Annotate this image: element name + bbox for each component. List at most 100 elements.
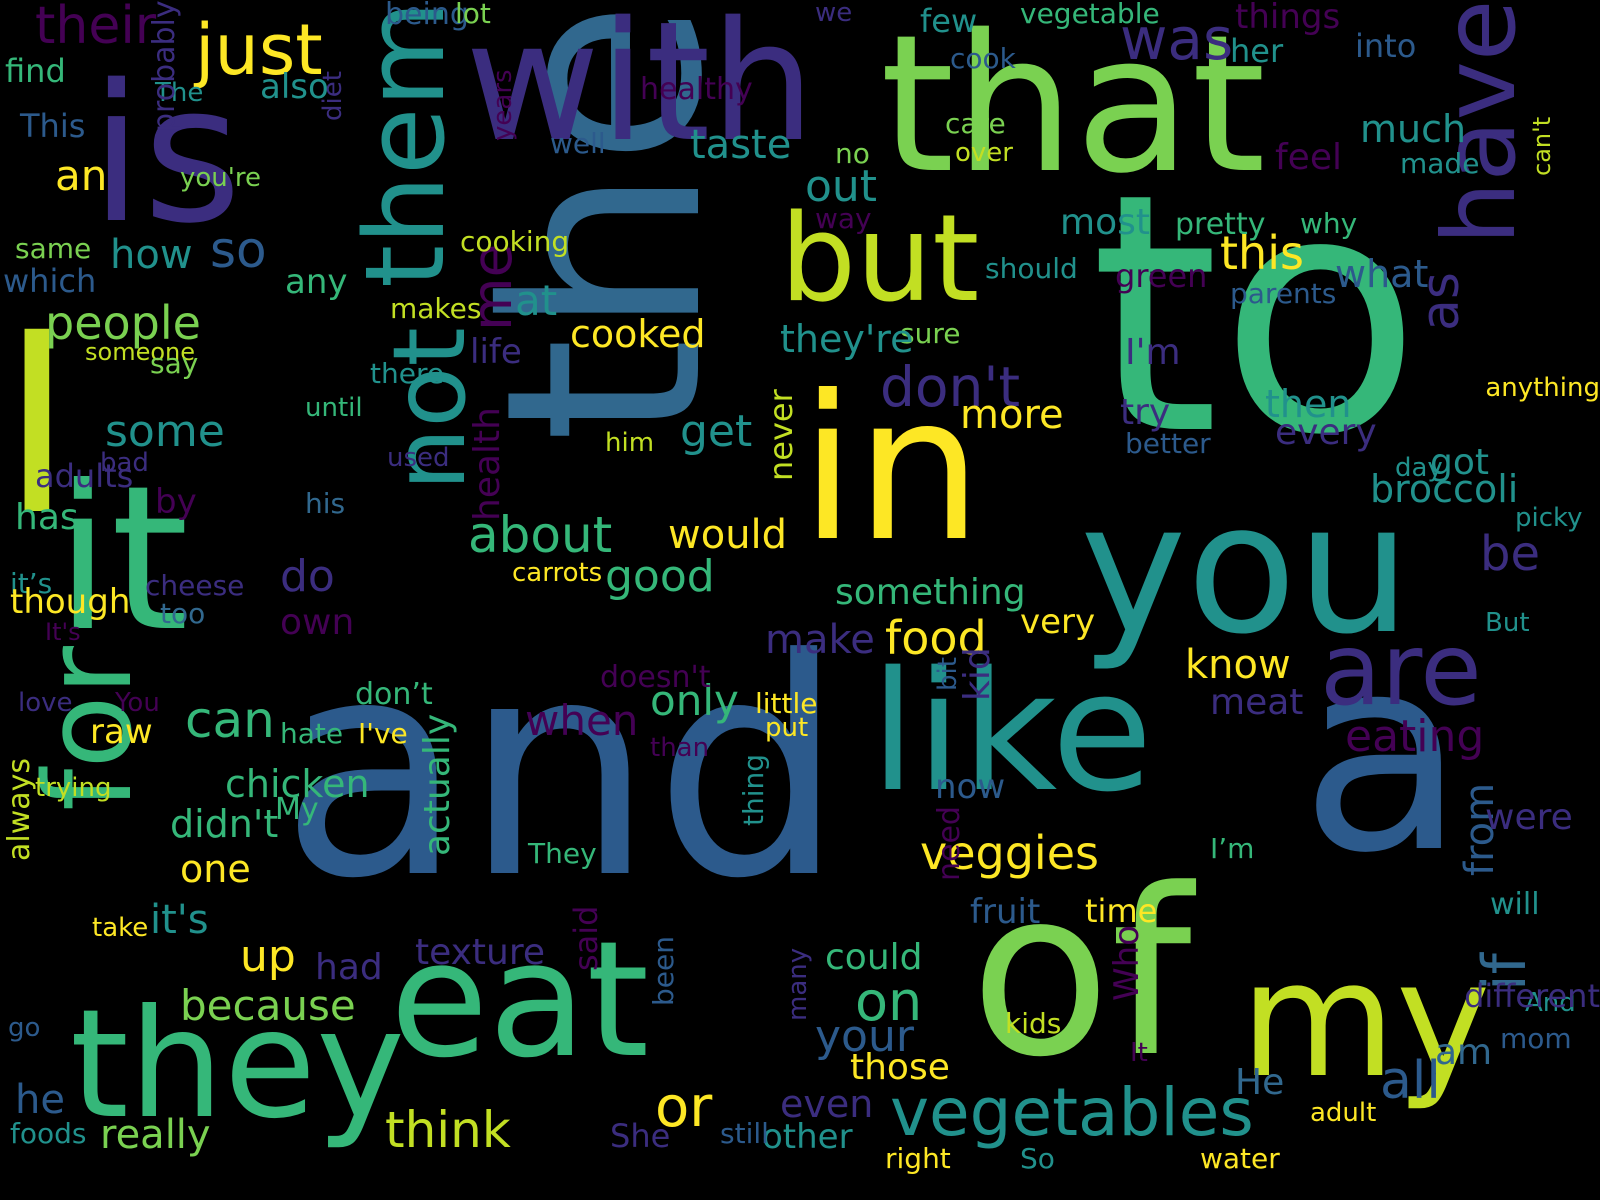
- word-parents-127: parents: [1230, 277, 1337, 310]
- word-your-62: your: [815, 1011, 914, 1062]
- word-anything-131: anything: [1485, 373, 1600, 403]
- word-find-102: find: [5, 52, 66, 90]
- word-someone-117: someone: [85, 338, 195, 366]
- word-about-30: about: [468, 506, 613, 564]
- word-i-2: I: [0, 279, 74, 570]
- word-than-156: than: [650, 733, 710, 763]
- word-many-182: many: [783, 947, 813, 1021]
- word-actually-85: actually: [417, 713, 458, 856]
- word-vegetables-25: vegetables: [890, 1074, 1254, 1151]
- word-don-t-195: don’t: [355, 677, 433, 712]
- word-them-17: them: [341, 0, 469, 288]
- word-well-111: well: [550, 127, 606, 160]
- word-any-81: any: [285, 262, 348, 302]
- word-chicken-160: chicken: [225, 762, 370, 806]
- word-trying-162: trying: [35, 773, 112, 803]
- word-him-136: him: [605, 428, 655, 458]
- word-cooking-120: cooking: [460, 225, 570, 258]
- word-just-22: just: [195, 9, 323, 91]
- word-their-24: their: [35, 0, 157, 56]
- word-he-186: He: [1235, 1062, 1285, 1103]
- word-like-13: like: [870, 636, 1153, 828]
- word-really-38: really: [100, 1112, 211, 1158]
- word-veggies-26: veggies: [920, 826, 1099, 880]
- word-you-11: you: [1080, 465, 1411, 674]
- word-meat-83: meat: [1210, 682, 1304, 723]
- word-other-77: other: [762, 1117, 853, 1157]
- word-also-73: also: [260, 67, 329, 107]
- word-his-142: his: [305, 487, 346, 520]
- word-which-116: which: [3, 262, 97, 300]
- word-they-164: They: [528, 837, 597, 870]
- word-very-74: very: [1020, 602, 1096, 642]
- word-with-8: with: [465, 0, 816, 178]
- word-then-69: then: [1265, 382, 1352, 426]
- word-don-t-28: don't: [880, 355, 1021, 419]
- word-lot-104: lot: [455, 0, 491, 30]
- word-put-153: put: [765, 713, 809, 743]
- word-is-6: is: [90, 44, 242, 265]
- word-i-ve-159: I've: [358, 717, 408, 750]
- word-or-36: or: [655, 1075, 713, 1140]
- word-day-172: day: [1395, 453, 1443, 483]
- word-too-146: too: [160, 597, 206, 630]
- word-that-5: that: [880, 0, 1266, 215]
- word-no-99: no: [835, 137, 870, 170]
- word-fruit-86: fruit: [970, 892, 1041, 932]
- word-texture-84: texture: [415, 932, 546, 973]
- word-on-32: on: [855, 970, 923, 1033]
- word-has-141: has: [15, 497, 79, 538]
- word-broccoli-71: broccoli: [1370, 467, 1519, 511]
- word-all-55: all: [1380, 1051, 1441, 1111]
- word-her-89: her: [1230, 32, 1284, 70]
- word-time-79: time: [1085, 892, 1158, 930]
- word-into-88: into: [1355, 27, 1417, 65]
- word-are-21: are: [1320, 611, 1482, 728]
- word-can-40: can: [185, 691, 275, 749]
- word-much-68: much: [1360, 107, 1467, 151]
- word-get-52: get: [680, 406, 753, 457]
- word-need-177: need: [932, 806, 967, 881]
- word-cheese-144: cheese: [145, 569, 245, 602]
- word-right-190: right: [885, 1142, 951, 1175]
- word-were-167: were: [1485, 797, 1573, 838]
- word-adults-139: adults: [35, 457, 134, 495]
- word-taste-42: taste: [690, 122, 792, 168]
- word-would-34: would: [668, 512, 788, 558]
- word-the-101: The: [155, 78, 204, 108]
- word-and-184: And: [1525, 988, 1576, 1018]
- word-take-169: take: [92, 913, 149, 943]
- word-doesn-t-151: doesn't: [600, 660, 711, 695]
- word-kid-155: kid: [957, 647, 998, 701]
- word-could-75: could: [825, 937, 923, 978]
- word-when-67: when: [525, 696, 639, 745]
- word-life-90: life: [470, 332, 522, 372]
- word-eat-12: eat: [390, 906, 650, 1093]
- word-mom-183: mom: [1500, 1022, 1572, 1055]
- word-they-15: they: [70, 978, 405, 1152]
- word-and-0: and: [280, 595, 845, 944]
- word-my-14: my: [1240, 926, 1491, 1113]
- word-who-179: Who: [1107, 925, 1147, 1001]
- word-can-t-130: can't: [1528, 116, 1556, 176]
- word-care-108: care: [945, 107, 1006, 140]
- word-will-96: will: [1490, 887, 1540, 922]
- word-out-48: out: [805, 161, 878, 212]
- word-made-110: made: [1400, 147, 1480, 180]
- word-now-166: now: [935, 767, 1006, 807]
- word-more-53: more: [960, 392, 1064, 438]
- word-cook-107: cook: [950, 42, 1016, 75]
- word-by-140: by: [155, 482, 197, 522]
- word-different-194: different: [1464, 977, 1600, 1015]
- word-still-189: still: [720, 1117, 769, 1150]
- word-feel-98: feel: [1275, 137, 1342, 178]
- word-over-109: over: [955, 138, 1013, 168]
- word-got-171: got: [1430, 442, 1489, 483]
- word-do-46: do: [280, 551, 335, 602]
- word-know-70: know: [1185, 642, 1291, 688]
- word-pretty-125: pretty: [1175, 207, 1266, 242]
- word-think-37: think: [385, 1101, 511, 1159]
- word-go-178: go: [8, 1013, 41, 1043]
- word-one-61: one: [180, 847, 251, 891]
